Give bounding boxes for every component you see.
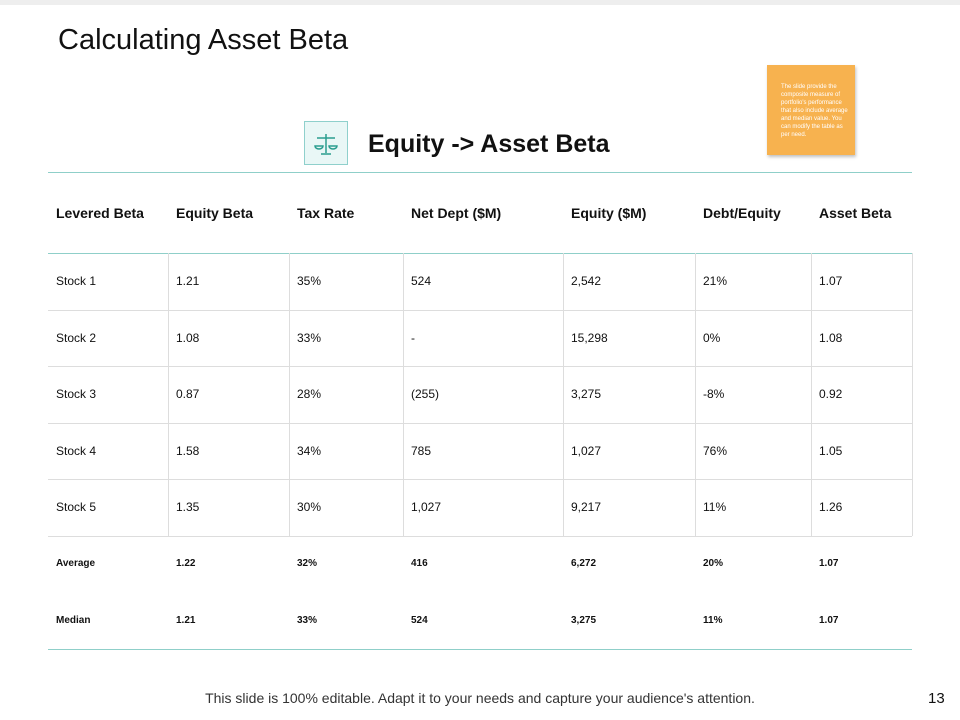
table-cell: 1.58 [176, 443, 200, 458]
row-rule [48, 309, 912, 311]
summary-cell: Average [56, 558, 96, 570]
table-cell: 15,298 [571, 330, 608, 345]
table-cell: 30% [297, 500, 322, 515]
column-rule [811, 253, 812, 536]
table-cell: - [411, 330, 415, 345]
column-rule [289, 253, 290, 536]
table-cell: Stock 4 [56, 443, 97, 458]
table-cell: 11% [703, 500, 727, 515]
summary-cell: 20% [703, 558, 724, 570]
column-rule [403, 253, 404, 536]
table-cell: 0.92 [819, 387, 843, 402]
title: Calculating Asset Beta [58, 24, 349, 56]
summary-cell: 32% [297, 558, 318, 570]
table-cell: 33% [297, 330, 322, 345]
scale-icon [314, 134, 338, 155]
table-cell: 1.21 [176, 274, 200, 289]
table-cell: 0.87 [176, 387, 200, 402]
table-cell: 0% [703, 330, 721, 345]
header-rule [48, 253, 912, 254]
column-header: Tax Rate [297, 204, 355, 221]
summary-cell: 1.07 [819, 614, 839, 626]
summary-cell: Median [56, 614, 91, 626]
table-cell: 1.08 [176, 330, 200, 345]
table-cell: 3,275 [571, 387, 602, 402]
summary-cell: 1.07 [819, 558, 839, 570]
table-cell: 2,542 [571, 274, 602, 289]
summary-cell: 6,272 [571, 558, 597, 570]
column-header: Levered Beta [56, 204, 144, 221]
column-header: Equity ($M) [571, 204, 647, 221]
table-cell: 1.07 [819, 274, 843, 289]
summary-cell: 524 [411, 614, 428, 626]
table-cell: -8% [703, 387, 725, 402]
table-cell: Stock 5 [56, 500, 97, 515]
table-bottom-rule [48, 648, 912, 650]
icon [304, 121, 348, 165]
subtitle: Equity -> Asset Beta [368, 130, 610, 158]
table-cell: Stock 2 [56, 330, 97, 345]
summary-cell: 3,275 [571, 614, 597, 626]
table-cell: 1.05 [819, 443, 843, 458]
table-cell: 34% [297, 443, 322, 458]
page-number: 13 [928, 690, 945, 707]
table-cell: 785 [411, 443, 432, 458]
column-header: Asset Beta [819, 204, 892, 221]
table-cell: 1.35 [176, 500, 200, 515]
column-rule [912, 253, 913, 536]
table-cell: 9,217 [571, 500, 602, 515]
table-cell: 1.26 [819, 500, 843, 515]
column-rule [563, 253, 564, 536]
table-cell: 1.08 [819, 330, 843, 345]
table-cell: 21% [703, 274, 728, 289]
sticky-note: The slide provide the composite measure … [767, 65, 855, 155]
column-header: Net Dept ($M) [411, 204, 502, 221]
table-cell: 1,027 [571, 443, 602, 458]
table-cell: 76% [703, 443, 728, 458]
column-rule [695, 253, 696, 536]
summary-cell: 11% [703, 614, 723, 626]
column-rule [168, 253, 169, 536]
top-band [0, 0, 960, 5]
table-cell: 524 [411, 274, 432, 289]
summary-cell: 1.21 [176, 614, 196, 626]
table-cell: 1,027 [411, 500, 442, 515]
summary-cell: 1.22 [176, 558, 196, 570]
table-top-rule [48, 172, 912, 173]
column-header: Equity Beta [176, 204, 254, 221]
table-cell: 35% [297, 274, 322, 289]
summary-cell: 416 [411, 558, 428, 570]
row-rule [48, 422, 912, 424]
row-rule [48, 366, 912, 367]
table-cell: Stock 1 [56, 274, 97, 289]
table-cell: (255) [411, 387, 440, 402]
footer-text: This slide is 100% editable. Adapt it to… [205, 690, 755, 706]
table-cell: 28% [297, 387, 322, 402]
table-cell: Stock 3 [56, 387, 97, 402]
summary-cell: 33% [297, 614, 318, 626]
column-header: Debt/Equity [703, 204, 781, 221]
row-rule [48, 535, 912, 537]
row-rule [48, 479, 912, 480]
